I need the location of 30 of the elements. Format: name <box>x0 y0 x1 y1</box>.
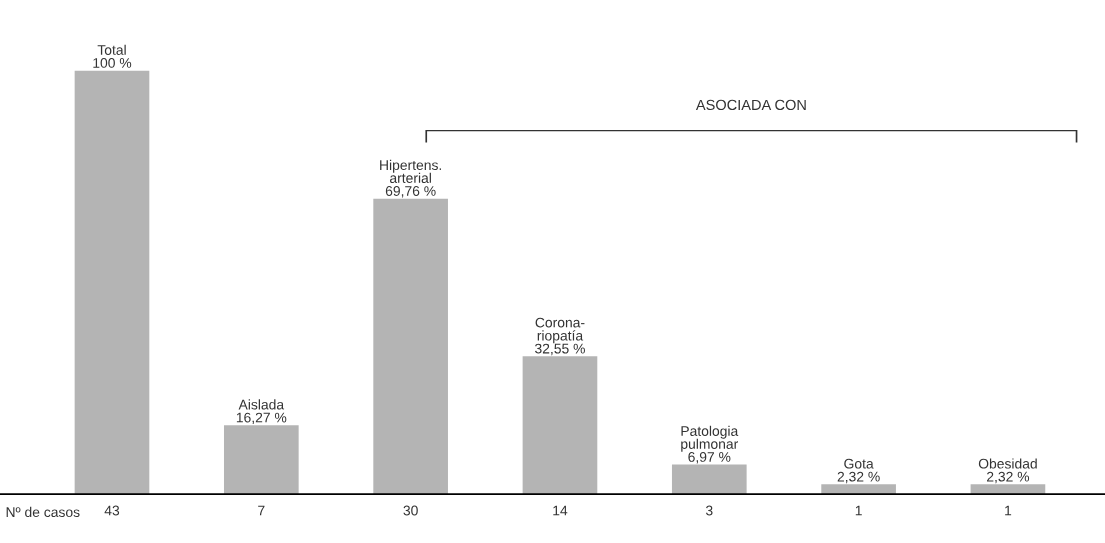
x-tick-label: Gota <box>844 458 874 469</box>
data-label: 16,27 % <box>236 412 287 425</box>
data-label: 2,32 % <box>837 471 880 484</box>
x-tick-label: Patologia pulmonar <box>681 425 739 452</box>
bar <box>522 356 598 495</box>
text: 1 <box>855 505 862 516</box>
x-tick-label: Total <box>97 44 126 55</box>
text: Nº de casos <box>6 506 80 518</box>
text: 43 <box>104 505 120 516</box>
data-label: 32,55 % <box>535 343 585 356</box>
data-label: 100 % <box>93 58 132 68</box>
x-tick-label: Hipertens. arterial <box>380 159 442 183</box>
bar <box>74 70 150 495</box>
data-label: 2,32 % <box>987 471 1030 484</box>
x-tick-label: Aislada <box>238 399 285 410</box>
text: 14 <box>553 505 568 516</box>
bar <box>970 484 1046 495</box>
text: 1 <box>1005 505 1012 516</box>
bar <box>671 464 747 495</box>
bar <box>373 198 448 495</box>
bar <box>821 484 896 495</box>
x-tick-label: Obesidad <box>978 458 1037 469</box>
text: 7 <box>258 505 265 516</box>
data-label: 69,76 % <box>385 186 436 198</box>
text: 3 <box>705 505 713 516</box>
bar <box>223 425 299 495</box>
annotation: ASOCIADA CON <box>695 99 806 111</box>
text: 30 <box>403 505 418 516</box>
data-label: 6,97 % <box>688 452 731 464</box>
x-tick-label: Corona- riopatía <box>535 317 585 344</box>
